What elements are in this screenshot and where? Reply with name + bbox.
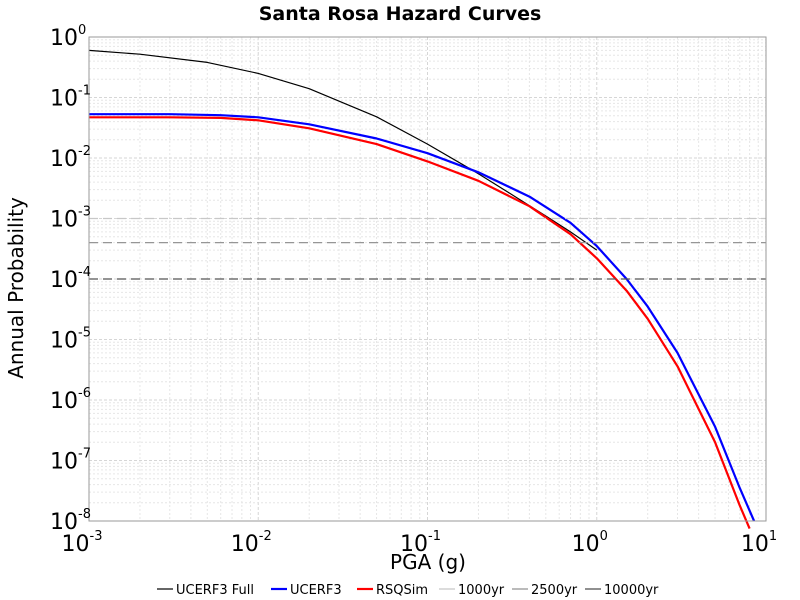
- legend: UCERF3 Full UCERF3 RSQSim 1000yr 2500yr 10000…: [157, 583, 659, 598]
- legend-label-10000yr: 10000yr: [604, 583, 659, 598]
- y-tick-label: 10-2: [50, 144, 91, 172]
- y-tick-label: 100: [50, 23, 86, 51]
- y-tick-label: 10-1: [50, 84, 91, 112]
- y-tick-label: 10-8: [50, 507, 91, 535]
- legend-label-1000yr: 1000yr: [458, 583, 505, 598]
- y-axis-tick-labels: 100 10-1 10-2 10-3 10-4 10-5 10-6 10-7 10-8: [50, 23, 91, 535]
- legend-label-rsqsim: RSQSim: [376, 583, 428, 598]
- y-tick-label: 10-7: [50, 447, 91, 475]
- y-axis-label: Annual Probability: [4, 197, 28, 379]
- x-axis-label: PGA (g): [390, 550, 466, 574]
- legend-label-ucerf3-full: UCERF3 Full: [176, 583, 254, 598]
- x-tick-label: 101: [741, 529, 777, 557]
- legend-label-ucerf3: UCERF3: [290, 583, 342, 598]
- x-tick-label: 100: [572, 529, 608, 557]
- series-line-ucerf3: [89, 113, 756, 522]
- y-tick-label: 10-4: [50, 265, 91, 293]
- y-tick-label: 10-6: [50, 386, 91, 414]
- x-tick-label: 10-1: [400, 529, 441, 557]
- legend-label-2500yr: 2500yr: [531, 583, 578, 598]
- y-tick-label: 10-5: [50, 326, 91, 354]
- plot-area-frame: [88, 36, 767, 522]
- chart-title: Santa Rosa Hazard Curves: [259, 3, 542, 25]
- x-axis-tick-labels: 10-3 10-2 10-1 100 101: [62, 529, 778, 557]
- series-lines: [88, 49, 766, 530]
- y-tick-label: 10-3: [50, 205, 91, 233]
- x-tick-label: 10-2: [231, 529, 272, 557]
- x-tick-label: 10-3: [62, 529, 103, 557]
- series-line-rsqsim: [89, 116, 751, 530]
- series-line-ucerf3-full: [88, 49, 598, 251]
